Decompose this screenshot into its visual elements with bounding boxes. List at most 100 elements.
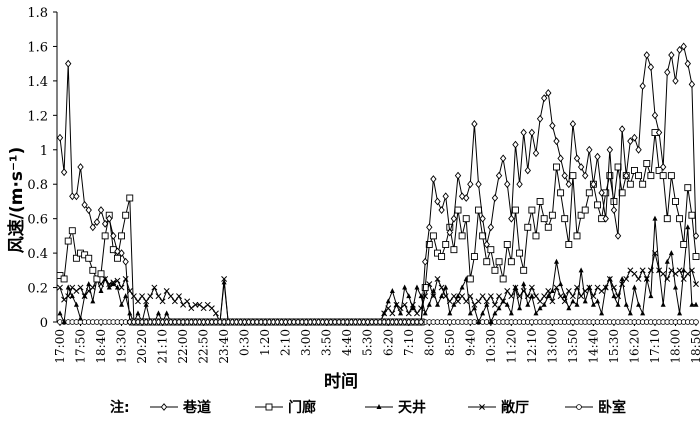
data-point	[652, 215, 658, 221]
x-tick-label: 18:50	[689, 329, 700, 364]
data-point	[516, 180, 523, 189]
data-point	[487, 246, 495, 254]
data-point	[487, 293, 494, 300]
data-point	[442, 192, 449, 201]
data-point	[668, 51, 675, 59]
data-point	[274, 318, 281, 326]
data-point	[93, 218, 101, 227]
data-point	[569, 120, 577, 128]
data-point	[151, 284, 158, 291]
data-point	[89, 266, 97, 274]
data-point	[122, 211, 130, 219]
data-point	[455, 293, 461, 299]
data-point	[409, 318, 417, 326]
y-tick-label: 1.4	[27, 75, 48, 90]
data-point	[381, 310, 387, 316]
data-point	[639, 82, 646, 90]
data-point	[541, 94, 548, 103]
data-point	[590, 301, 596, 307]
data-point	[139, 293, 146, 300]
data-point	[639, 267, 646, 274]
data-point	[160, 403, 168, 411]
data-point	[458, 232, 466, 240]
legend-item: 巷道	[150, 399, 211, 416]
series-triangle	[57, 215, 699, 324]
data-point	[545, 288, 552, 294]
data-point	[611, 293, 617, 299]
data-point	[618, 125, 626, 134]
data-point	[434, 275, 441, 282]
x-tick-label: 8:50	[443, 329, 457, 356]
data-point	[122, 257, 129, 266]
data-point	[533, 293, 539, 300]
data-point	[356, 318, 363, 326]
data-point	[537, 305, 543, 311]
data-point	[603, 284, 609, 290]
data-point	[623, 275, 630, 282]
y-tick-label: 0.2	[27, 282, 48, 297]
data-point	[606, 145, 614, 154]
data-point	[644, 275, 650, 281]
data-point	[241, 318, 248, 326]
legend-item: 卧室	[565, 399, 626, 416]
data-point	[458, 192, 466, 201]
data-point	[402, 284, 408, 290]
data-point	[541, 293, 548, 300]
data-point	[221, 279, 227, 285]
data-point	[311, 318, 318, 326]
data-point	[130, 318, 138, 326]
data-point	[578, 293, 585, 300]
x-tick-label: 22:00	[176, 329, 190, 364]
data-point	[495, 171, 503, 180]
data-point	[368, 318, 376, 326]
data-point	[422, 310, 428, 316]
x-tick-label: 2:10	[279, 329, 293, 356]
data-point	[159, 318, 166, 326]
data-point	[319, 318, 326, 326]
data-point	[101, 219, 109, 228]
y-tick-label: 0.6	[27, 213, 48, 228]
data-point	[138, 318, 146, 326]
x-tick-label: 12:10	[525, 329, 539, 364]
data-point	[627, 310, 633, 316]
data-point	[110, 281, 116, 287]
data-point	[487, 223, 495, 232]
data-point	[581, 206, 589, 214]
data-point	[557, 293, 564, 300]
legend-label: 门廊	[288, 399, 316, 416]
data-point	[533, 310, 539, 316]
data-point	[413, 318, 421, 326]
y-axis: 0 0.2 0.4 0.6 0.8 1 1.2 1.4 1.6 1.8	[27, 6, 58, 331]
data-point	[496, 305, 502, 311]
data-point	[610, 206, 618, 214]
data-point	[663, 215, 671, 223]
data-point	[660, 270, 667, 277]
x-tick-label: 3:00	[299, 329, 313, 356]
data-point	[417, 318, 425, 326]
data-point	[176, 293, 182, 300]
data-point	[159, 298, 166, 305]
data-point	[524, 166, 531, 175]
data-point	[503, 241, 511, 248]
data-point	[517, 305, 523, 311]
data-point	[454, 206, 462, 214]
data-point	[422, 257, 429, 266]
data-point	[553, 137, 560, 146]
data-point	[553, 258, 559, 264]
data-point	[540, 215, 548, 223]
data-point	[344, 318, 351, 326]
data-point	[569, 172, 577, 180]
data-point	[110, 231, 117, 240]
data-point	[184, 318, 191, 326]
data-point	[636, 301, 642, 307]
data-point	[578, 267, 584, 273]
legend-label: 卧室	[598, 399, 626, 416]
data-point	[380, 318, 388, 326]
data-point	[114, 247, 121, 256]
data-point	[237, 318, 244, 326]
data-point	[590, 180, 597, 189]
series-diamond	[56, 42, 700, 326]
data-point	[155, 293, 162, 300]
data-point	[323, 318, 330, 326]
data-point	[684, 184, 692, 192]
